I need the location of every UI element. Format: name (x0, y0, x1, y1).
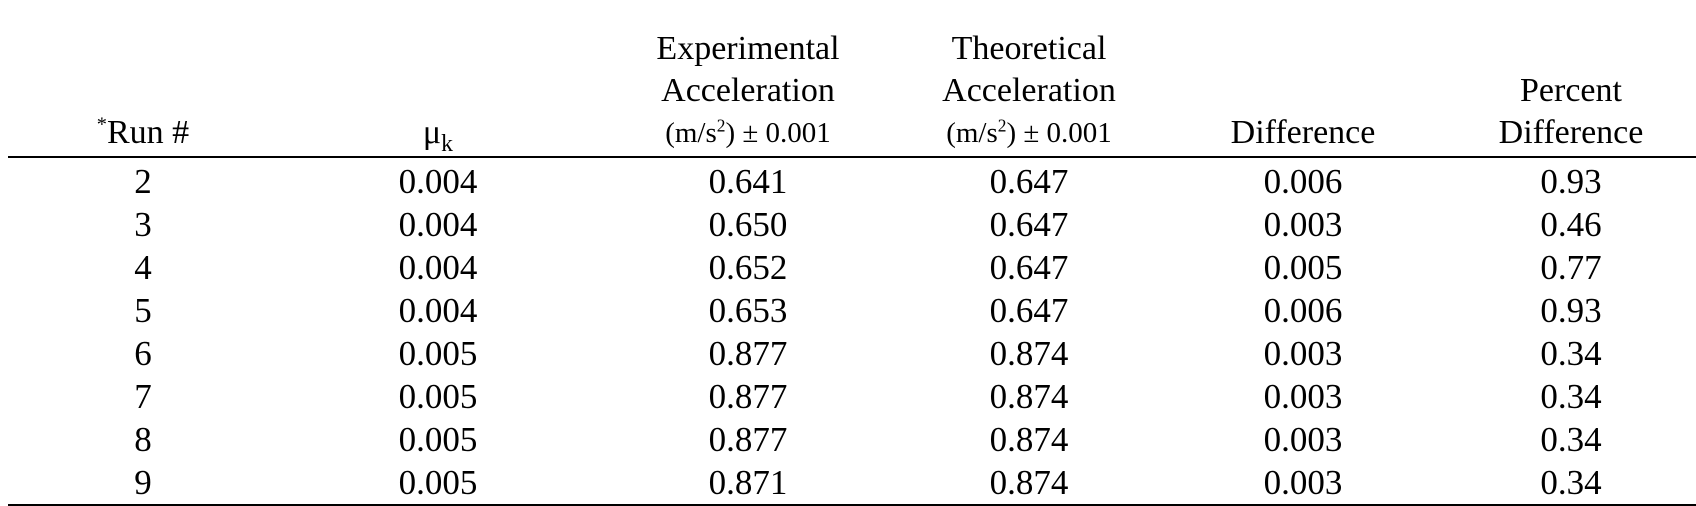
cell-run: 3 (134, 205, 152, 244)
cell-difference: 0.006 (1263, 162, 1343, 201)
results-table: *Run # μk Experimental Acceleration (m/s… (8, 28, 1696, 506)
cell-theo-accel: 0.874 (989, 420, 1069, 459)
cell-run: 6 (134, 334, 152, 373)
cell-percent-difference: 0.34 (1446, 461, 1696, 506)
cell-run: 4 (134, 248, 152, 287)
cell-run: 5 (134, 291, 152, 330)
header-experimental-acceleration: Experimental Acceleration (m/s2) ± 0.001 (598, 28, 898, 158)
cell-theo-accel: 0.647 (989, 291, 1069, 330)
cell-mu: 0.004 (398, 248, 478, 287)
cell-mu: 0.004 (398, 162, 478, 201)
theo-unit-b: ) ± 0.001 (1006, 117, 1112, 149)
header-theoretical-acceleration: Theoretical Acceleration (m/s2) ± 0.001 (898, 28, 1160, 158)
cell-exp-accel: 0.877 (708, 377, 788, 416)
table-row: 7 0.005 0.877 0.874 0.003 0.34 (8, 375, 1696, 418)
cell-difference: 0.003 (1160, 461, 1446, 506)
cell-theo-accel: 0.647 (989, 162, 1069, 201)
exp-header-line1: Experimental (656, 30, 840, 67)
run-header-label: Run # (107, 114, 190, 151)
cell-theo-accel: 0.874 (989, 377, 1069, 416)
cell-percent-difference: 0.34 (1540, 334, 1602, 373)
table-row: 5 0.004 0.653 0.647 0.006 0.93 (8, 289, 1696, 332)
cell-percent-difference: 0.34 (1540, 377, 1602, 416)
cell-theo-accel: 0.647 (989, 248, 1069, 287)
cell-mu: 0.004 (398, 205, 478, 244)
exp-unit-sup: 2 (716, 115, 726, 136)
mu-subscript: k (441, 130, 454, 157)
header-mu-k: μk (278, 28, 598, 158)
cell-mu: 0.005 (398, 334, 478, 373)
pct-header-line1: Percent (1520, 72, 1622, 109)
header-difference: Difference (1160, 28, 1446, 158)
cell-exp-accel: 0.877 (708, 420, 788, 459)
exp-header-unit: (m/s2) ± 0.001 (598, 112, 898, 154)
cell-run: 2 (134, 162, 152, 201)
cell-run: 7 (134, 377, 152, 416)
cell-theo-accel: 0.874 (898, 461, 1160, 506)
cell-exp-accel: 0.641 (708, 162, 788, 201)
cell-difference: 0.005 (1263, 248, 1343, 287)
cell-difference: 0.006 (1263, 291, 1343, 330)
cell-exp-accel: 0.653 (708, 291, 788, 330)
table-row: 8 0.005 0.877 0.874 0.003 0.34 (8, 418, 1696, 461)
table-row: 4 0.004 0.652 0.647 0.005 0.77 (8, 246, 1696, 289)
cell-exp-accel: 0.650 (708, 205, 788, 244)
cell-mu: 0.004 (398, 291, 478, 330)
table-row: 6 0.005 0.877 0.874 0.003 0.34 (8, 332, 1696, 375)
cell-percent-difference: 0.93 (1540, 162, 1602, 201)
cell-exp-accel: 0.877 (708, 334, 788, 373)
cell-difference: 0.003 (1263, 205, 1343, 244)
exp-unit-b: ) ± 0.001 (725, 117, 831, 149)
table-header-row: *Run # μk Experimental Acceleration (m/s… (8, 28, 1696, 158)
cell-run: 9 (8, 461, 278, 506)
mu-symbol: μ (422, 114, 442, 151)
run-header-asterisk: * (96, 113, 107, 136)
cell-mu: 0.005 (398, 420, 478, 459)
exp-header-line2: Acceleration (661, 72, 835, 109)
cell-exp-accel: 0.871 (598, 461, 898, 506)
table-row: 3 0.004 0.650 0.647 0.003 0.46 (8, 203, 1696, 246)
cell-theo-accel: 0.874 (989, 334, 1069, 373)
theo-header-line2: Acceleration (942, 72, 1116, 109)
cell-percent-difference: 0.46 (1540, 205, 1602, 244)
table-row: 2 0.004 0.641 0.647 0.006 0.93 (8, 157, 1696, 203)
exp-unit-a: (m/s (665, 117, 717, 149)
table-row: 9 0.005 0.871 0.874 0.003 0.34 (8, 461, 1696, 506)
cell-difference: 0.003 (1263, 377, 1343, 416)
cell-percent-difference: 0.77 (1540, 248, 1602, 287)
difference-header-label: Difference (1230, 114, 1376, 151)
cell-percent-difference: 0.93 (1540, 291, 1602, 330)
theo-header-line1: Theoretical (951, 30, 1107, 67)
theo-unit-sup: 2 (997, 115, 1007, 136)
cell-theo-accel: 0.647 (989, 205, 1069, 244)
pct-header-line2: Difference (1498, 114, 1644, 151)
cell-mu: 0.005 (278, 461, 598, 506)
cell-run: 8 (134, 420, 152, 459)
cell-difference: 0.003 (1263, 334, 1343, 373)
cell-exp-accel: 0.652 (708, 248, 788, 287)
cell-mu: 0.005 (398, 377, 478, 416)
header-percent-difference: Percent Difference (1446, 28, 1696, 158)
theo-unit-a: (m/s (946, 117, 998, 149)
theo-header-unit: (m/s2) ± 0.001 (898, 112, 1160, 154)
cell-difference: 0.003 (1263, 420, 1343, 459)
cell-percent-difference: 0.34 (1540, 420, 1602, 459)
header-run: *Run # (8, 28, 278, 158)
